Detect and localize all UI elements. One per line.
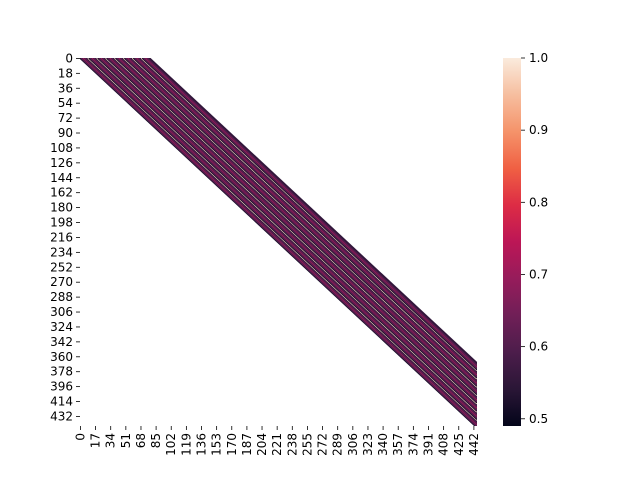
x-tick-label: 170	[225, 433, 239, 456]
x-tick-label: 17	[89, 433, 103, 448]
x-tick-label: 102	[164, 433, 178, 456]
x-tick-label: 442	[467, 433, 481, 456]
y-tick-label: 198	[50, 216, 73, 230]
x-tick-label: 357	[391, 433, 405, 456]
x-tick-label: 391	[421, 433, 435, 456]
colorbar-gradient	[503, 58, 521, 426]
x-tick-label: 289	[331, 433, 345, 456]
y-tick-label: 216	[50, 230, 73, 244]
x-tick-label: 119	[179, 433, 193, 456]
y-tick-label: 144	[50, 171, 73, 185]
y-tick-label: 72	[58, 111, 73, 125]
heatmap-stripe	[148, 58, 477, 364]
colorbar-tick-label: 0.5	[529, 412, 548, 426]
y-tick-label: 288	[50, 290, 73, 304]
x-tick-label: 425	[452, 433, 466, 456]
y-tick-label: 18	[58, 66, 73, 80]
y-tick-label: 306	[50, 305, 73, 319]
x-tick-label: 204	[255, 433, 269, 456]
y-tick-label: 342	[50, 335, 73, 349]
y-tick-label: 108	[50, 141, 73, 155]
x-tick-label: 0	[73, 433, 87, 441]
y-tick-label: 180	[50, 201, 73, 215]
y-tick-label: 252	[50, 260, 73, 274]
y-tick-label: 126	[50, 156, 73, 170]
y-tick-label: 0	[65, 51, 73, 65]
colorbar-tick-label: 0.8	[529, 195, 548, 209]
x-tick-label: 340	[376, 433, 390, 456]
y-tick-label: 378	[50, 365, 73, 379]
colorbar-tick-label: 0.6	[529, 340, 548, 354]
y-axis: 0183654729010812614416218019821623425227…	[50, 51, 80, 423]
colorbar-tick-label: 0.7	[529, 267, 548, 281]
x-axis: 0 17 34 51 68 85 102 119 136 153 170 187 204 221 238 25…	[73, 426, 481, 456]
heatmap-plot-area	[80, 58, 477, 426]
y-tick-label: 432	[50, 409, 73, 423]
y-tick-label: 90	[58, 126, 73, 140]
x-tick-label: 408	[437, 433, 451, 456]
x-tick-label: 51	[119, 433, 133, 448]
x-tick-label: 306	[346, 433, 360, 456]
y-tick-label: 324	[50, 320, 73, 334]
x-tick-label: 85	[149, 433, 163, 448]
x-tick-label: 255	[300, 433, 314, 456]
y-tick-label: 234	[50, 245, 73, 259]
x-tick-label: 272	[316, 433, 330, 456]
x-tick-label: 238	[285, 433, 299, 456]
x-tick-label: 323	[361, 433, 375, 456]
y-tick-label: 270	[50, 275, 73, 289]
y-tick-label: 396	[50, 380, 73, 394]
colorbar-ticks: 0.5 0.6 0.7 0.8 0.9 1.0	[521, 51, 548, 426]
y-tick-label: 360	[50, 350, 73, 364]
colorbar-tick-label: 0.9	[529, 123, 548, 137]
colorbar: 0.5 0.6 0.7 0.8 0.9 1.0	[503, 51, 548, 426]
x-tick-label: 34	[104, 433, 118, 448]
y-tick-label: 162	[50, 186, 73, 200]
y-tick-label: 54	[58, 96, 73, 110]
x-tick-label: 136	[195, 433, 209, 456]
y-tick-label: 36	[58, 81, 73, 95]
x-tick-label: 153	[210, 433, 224, 456]
x-tick-label: 68	[134, 433, 148, 448]
colorbar-tick-label: 1.0	[529, 51, 548, 65]
x-tick-label: 221	[270, 433, 284, 456]
y-tick-label: 414	[50, 395, 73, 409]
x-tick-label: 374	[406, 433, 420, 456]
x-tick-label: 187	[240, 433, 254, 456]
